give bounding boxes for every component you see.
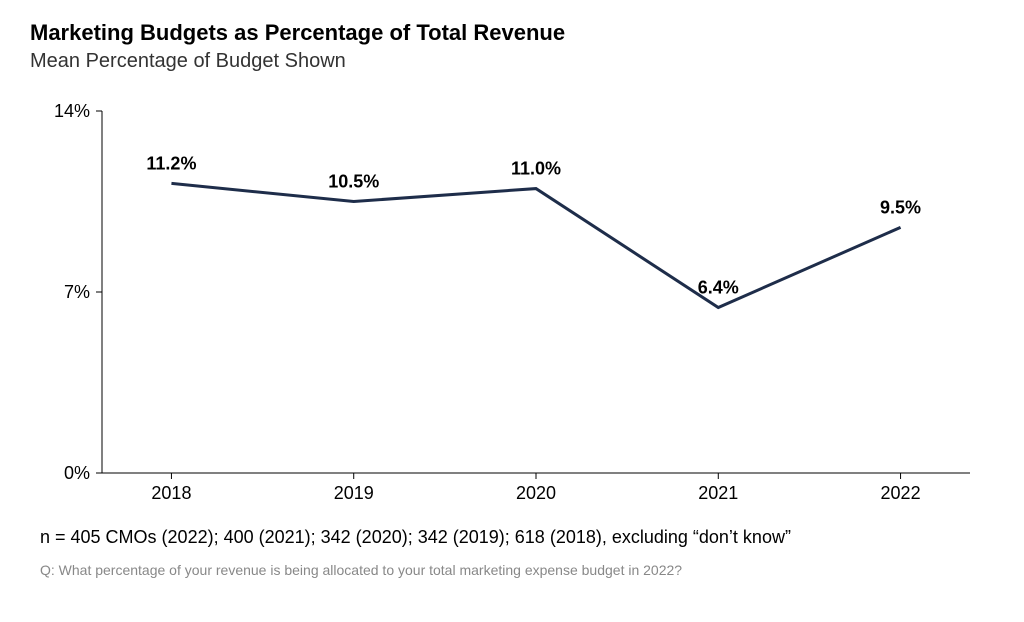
chart-title: Marketing Budgets as Percentage of Total… (30, 20, 994, 46)
x-tick-label: 2022 (881, 483, 921, 503)
survey-question: Q: What percentage of your revenue is be… (40, 562, 994, 578)
y-tick-label: 7% (64, 282, 90, 302)
x-tick-label: 2019 (334, 483, 374, 503)
x-tick-label: 2021 (698, 483, 738, 503)
data-point-label: 10.5% (328, 172, 379, 192)
x-tick-label: 2018 (151, 483, 191, 503)
y-tick-label: 0% (64, 463, 90, 483)
chart-subtitle: Mean Percentage of Budget Shown (30, 50, 994, 73)
x-tick-label: 2020 (516, 483, 556, 503)
y-tick-label: 14% (54, 101, 90, 121)
data-point-label: 11.2% (146, 153, 196, 173)
data-point-label: 9.5% (880, 197, 921, 217)
data-point-label: 6.4% (698, 278, 739, 298)
chart-container: 0% 7% 14% 2018 2019 2020 2021 2022 11.2% 10.5% 11.… (40, 93, 980, 513)
sample-footnote: n = 405 CMOs (2022); 400 (2021); 342 (20… (40, 527, 994, 548)
line-chart: 0% 7% 14% 2018 2019 2020 2021 2022 11.2% 10.5% 11.… (40, 93, 980, 513)
data-point-label: 11.0% (511, 159, 561, 179)
data-line (171, 183, 900, 307)
